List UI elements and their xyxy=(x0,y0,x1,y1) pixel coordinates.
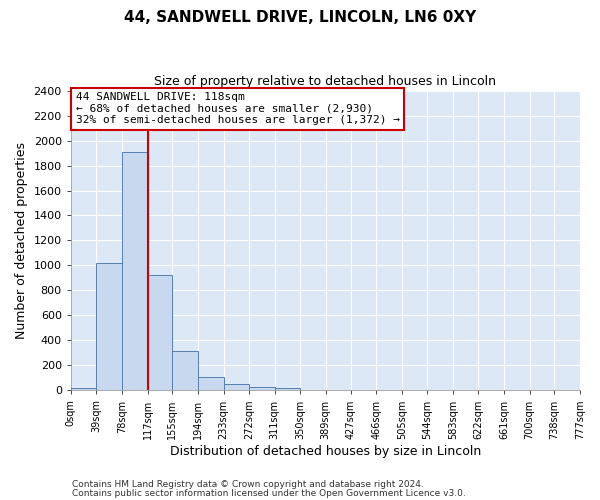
Bar xyxy=(148,276,172,390)
Bar xyxy=(97,263,122,390)
Text: Contains public sector information licensed under the Open Government Licence v3: Contains public sector information licen… xyxy=(72,488,466,498)
Text: 44, SANDWELL DRIVE, LINCOLN, LN6 0XY: 44, SANDWELL DRIVE, LINCOLN, LN6 0XY xyxy=(124,10,476,25)
Bar xyxy=(198,378,224,390)
Bar xyxy=(249,386,275,390)
Bar xyxy=(172,351,198,391)
Bar xyxy=(122,152,148,390)
Bar xyxy=(71,388,97,390)
Text: Contains HM Land Registry data © Crown copyright and database right 2024.: Contains HM Land Registry data © Crown c… xyxy=(72,480,424,489)
X-axis label: Distribution of detached houses by size in Lincoln: Distribution of detached houses by size … xyxy=(170,444,481,458)
Y-axis label: Number of detached properties: Number of detached properties xyxy=(15,142,28,339)
Bar xyxy=(275,388,300,390)
Bar xyxy=(224,384,249,390)
Text: 44 SANDWELL DRIVE: 118sqm
← 68% of detached houses are smaller (2,930)
32% of se: 44 SANDWELL DRIVE: 118sqm ← 68% of detac… xyxy=(76,92,400,126)
Title: Size of property relative to detached houses in Lincoln: Size of property relative to detached ho… xyxy=(154,75,496,88)
